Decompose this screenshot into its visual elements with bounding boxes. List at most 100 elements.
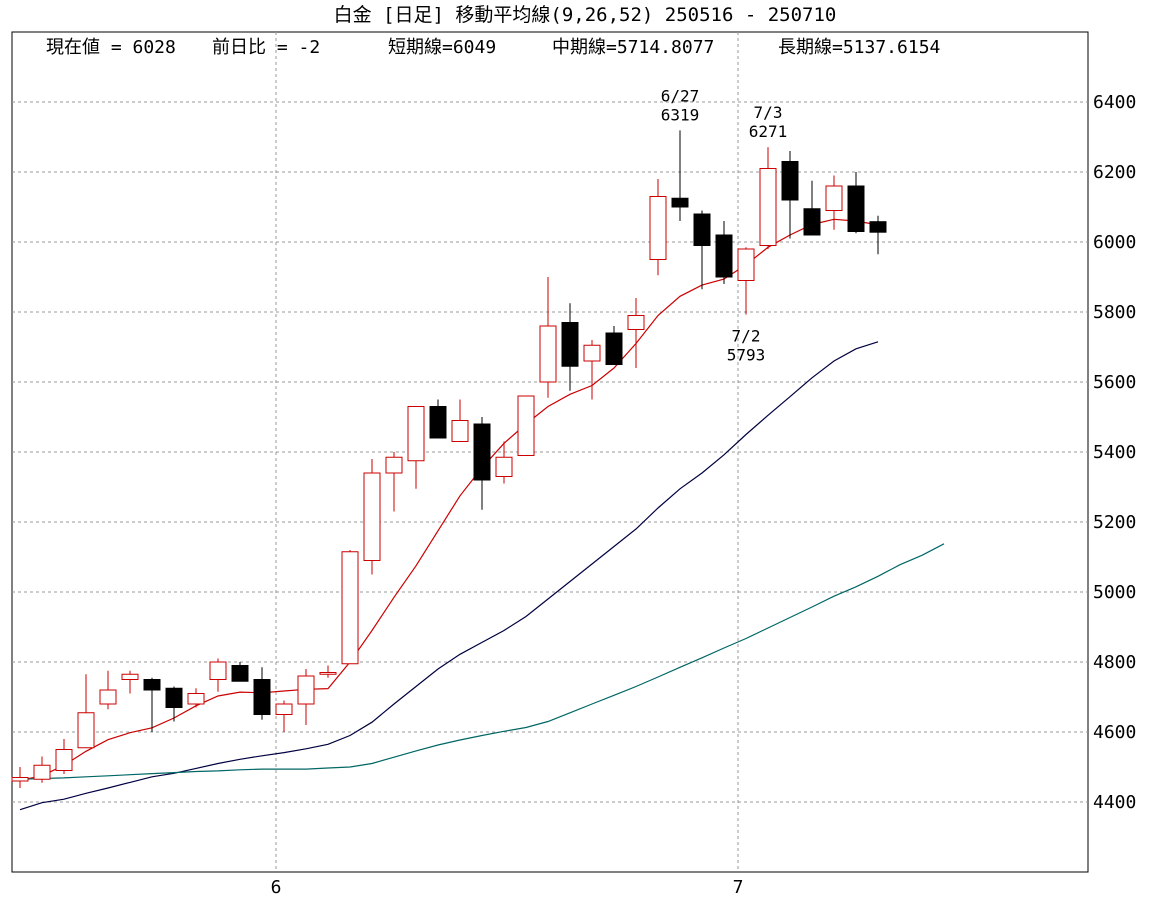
candle-body (187, 693, 205, 705)
long-ma-value: 長期線=5137.6154 (778, 37, 940, 58)
y-tick-label: 5200 (1093, 512, 1136, 533)
stats-bar: 現在値 = 6028 前日比 = -2 短期線=6049 中期線=5714.80… (46, 37, 940, 58)
candle (671, 130, 689, 221)
y-tick-label: 5600 (1093, 372, 1136, 393)
day-change: 前日比 = -2 (212, 37, 320, 58)
annotation-date: 7/2 (732, 326, 761, 345)
candle-body (473, 423, 491, 481)
candle-body (77, 712, 95, 749)
candle-body (869, 221, 887, 233)
candle (561, 303, 579, 391)
candle (715, 221, 733, 284)
short-ma-line (19, 218, 879, 781)
candle-body (759, 168, 777, 246)
candle-body (319, 672, 337, 675)
candle-body (429, 406, 447, 439)
candle (781, 151, 799, 239)
candle (253, 667, 271, 720)
annotation-date: 6/27 (661, 86, 700, 105)
y-tick-label: 4800 (1093, 652, 1136, 673)
mid-ma-line (19, 341, 879, 811)
candle (187, 688, 205, 708)
candle (693, 210, 711, 290)
candle (605, 326, 623, 365)
y-tick-label: 5800 (1093, 302, 1136, 323)
candlesticks (11, 130, 887, 788)
candle-body (275, 703, 293, 715)
long-ma-line (19, 543, 945, 780)
candle (649, 179, 667, 276)
candle (869, 215, 887, 255)
candle-body (847, 185, 865, 232)
y-tick-label: 4400 (1093, 792, 1136, 813)
y-tick-label: 6000 (1093, 232, 1136, 253)
candle (99, 670, 117, 710)
candle-body (99, 689, 117, 705)
candle-body (121, 673, 139, 680)
candle-body (231, 665, 249, 682)
candle (539, 277, 557, 398)
candle (77, 674, 95, 749)
annotation-value: 6271 (749, 122, 788, 141)
candle (11, 767, 29, 788)
candle (803, 180, 821, 236)
candle-body (517, 395, 535, 456)
x-tick-label: 6 (271, 877, 282, 898)
candle-body (451, 420, 469, 442)
candle (407, 406, 425, 489)
candle (495, 441, 513, 484)
candle-body (385, 456, 403, 474)
candle (55, 739, 73, 774)
annotation-date: 7/3 (754, 103, 783, 122)
candle-body (55, 749, 73, 771)
candle (143, 677, 161, 732)
candle (583, 340, 601, 400)
candle (341, 550, 359, 665)
candle-body (737, 248, 755, 281)
candle (275, 700, 293, 732)
candle-body (539, 325, 557, 383)
candle (847, 172, 865, 234)
short-ma-value: 短期線=6049 (388, 37, 496, 58)
y-tick-label: 5000 (1093, 582, 1136, 603)
candle-body (825, 185, 843, 211)
candle (517, 395, 535, 456)
candle (231, 662, 249, 682)
y-tick-label: 5400 (1093, 442, 1136, 463)
x-tick-label: 7 (733, 877, 744, 898)
candle (121, 670, 139, 694)
candle (759, 147, 777, 249)
candle (33, 756, 51, 783)
candle-body (297, 675, 315, 705)
candle (165, 686, 183, 722)
candle (473, 417, 491, 510)
candle-body (165, 687, 183, 708)
y-axis: 4400 4600 4800 5000 5200 5400 5600 5800 6000 6200… (1093, 92, 1136, 813)
moving-average-lines (19, 218, 945, 811)
candle (737, 247, 755, 315)
y-tick-label: 6200 (1093, 162, 1136, 183)
candle-body (693, 213, 711, 246)
candle-body (341, 551, 359, 665)
candle (297, 669, 315, 725)
candle (209, 658, 227, 692)
candle-body (253, 679, 271, 715)
candle (429, 399, 447, 439)
candle-body (715, 234, 733, 278)
y-tick-label: 4600 (1093, 722, 1136, 743)
grid-lines (12, 32, 1088, 872)
candle-body (561, 322, 579, 367)
candle (363, 459, 381, 575)
candle-body (143, 679, 161, 691)
candle-body (209, 661, 227, 680)
candle-body (781, 161, 799, 201)
candle-body (649, 196, 667, 260)
chart-title: 白金 [日足] 移動平均線(9,26,52) 250516 - 250710 (334, 4, 837, 26)
annotation-value: 6319 (661, 105, 700, 124)
